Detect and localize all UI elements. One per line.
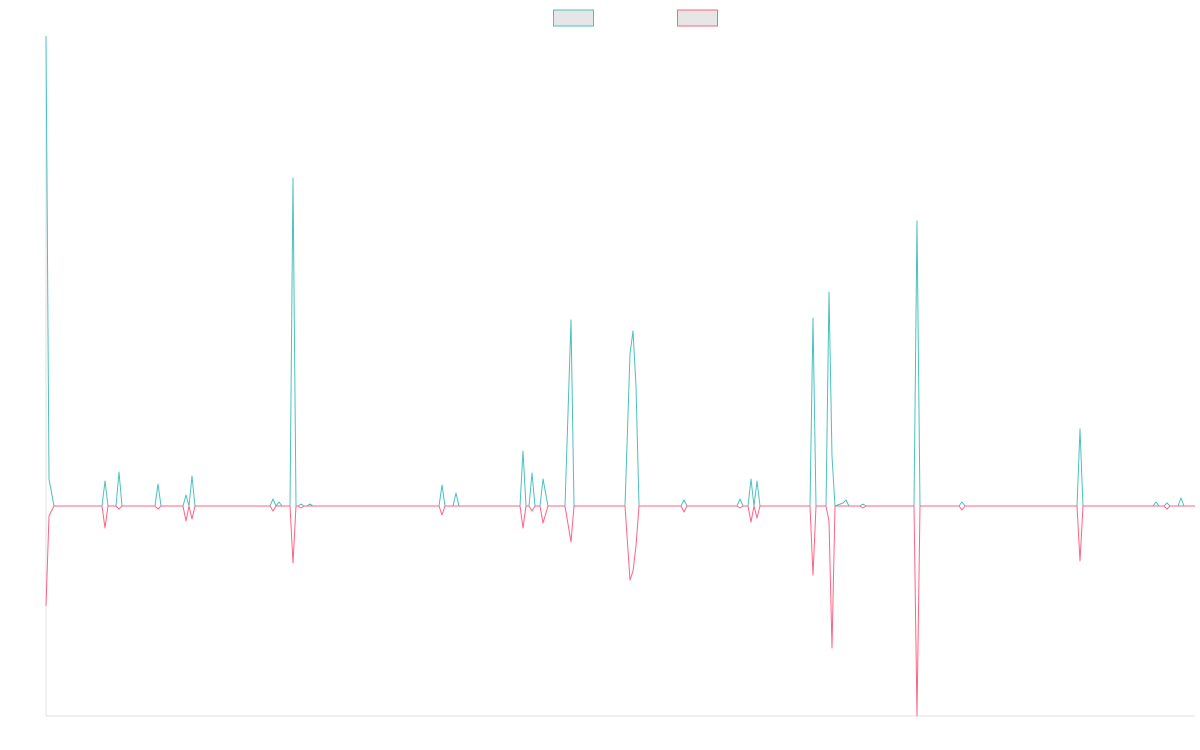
- data-line: [45, 35, 1195, 507]
- legend-swatch[interactable]: [677, 9, 718, 27]
- data-line: [45, 505, 1195, 717]
- legend-swatch[interactable]: [553, 9, 594, 27]
